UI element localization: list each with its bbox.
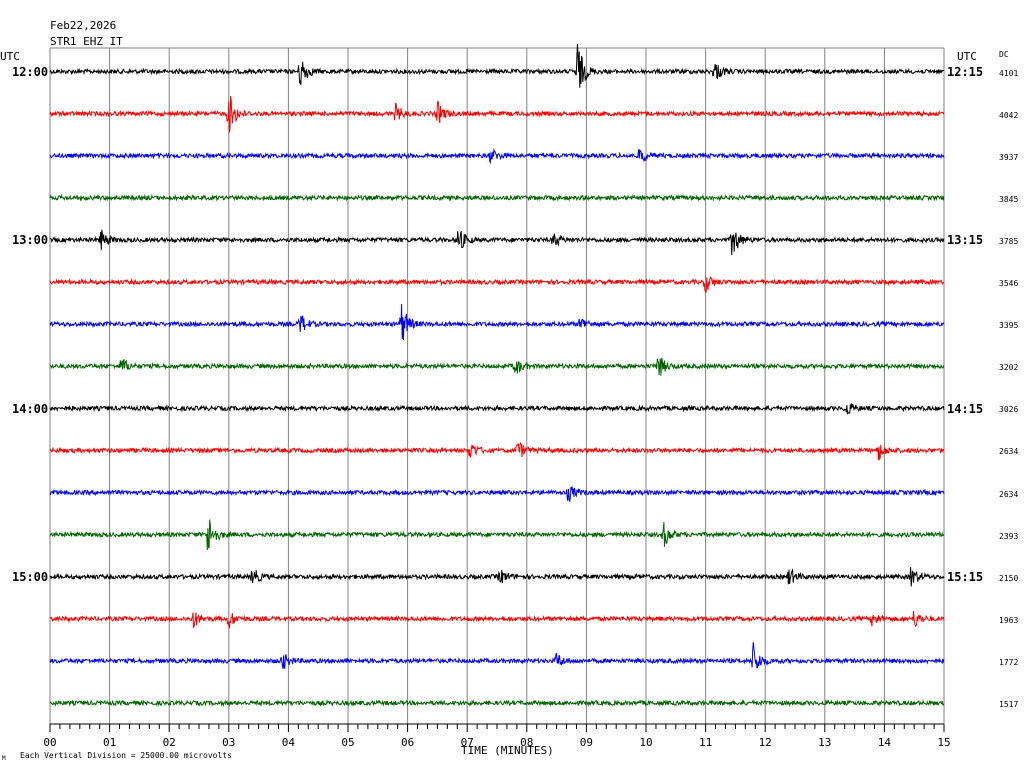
dc-value: 2634 [999, 447, 1019, 457]
x-tick-label: 10 [639, 736, 652, 749]
x-tick-label: 11 [699, 736, 712, 749]
dc-value: 3202 [999, 363, 1019, 373]
x-tick-label: 02 [163, 736, 176, 749]
seismic-traces [49, 44, 945, 708]
x-tick-label: 00 [43, 736, 56, 749]
dc-value: 2634 [999, 489, 1019, 499]
plot-grid [49, 47, 945, 724]
seismic-trace [49, 303, 945, 340]
seismic-trace [49, 403, 945, 415]
dc-value: 2393 [999, 531, 1019, 541]
corner-mark: M [2, 755, 6, 762]
dc-value: 1517 [999, 700, 1019, 709]
scale-note: Each Vertical Division = 25000.00 microv… [20, 751, 232, 760]
seismic-trace [49, 357, 945, 376]
seismic-trace [49, 193, 945, 202]
x-tick-label: 13 [818, 736, 831, 749]
left-time-label: 14:00 [12, 402, 49, 416]
seismic-trace [49, 95, 945, 133]
dc-value: 4101 [999, 68, 1019, 78]
x-tick-label: 06 [401, 736, 414, 749]
left-time-label: 15:00 [12, 570, 49, 584]
x-axis: 00 01 02 03 04 05 06 07 08 09 10 11 12 13 14 15 [43, 723, 951, 749]
seismic-trace [49, 642, 945, 670]
seismic-trace [49, 276, 945, 293]
utc-right-label: UTC [957, 50, 977, 63]
x-tick-label: 15 [937, 736, 950, 749]
seismic-trace [49, 519, 945, 551]
x-tick-label: 07 [461, 736, 474, 749]
dc-value: 3785 [999, 236, 1019, 246]
left-time-label: 12:00 [12, 65, 49, 79]
x-axis-title: TIME (MINUTES) [461, 744, 554, 757]
utc-left-label: UTC [0, 50, 20, 63]
seismic-trace [49, 699, 945, 708]
dc-value: 1772 [999, 657, 1019, 667]
right-time-label: 13:15 [947, 233, 984, 247]
right-time-label: 12:15 [947, 65, 984, 79]
dc-value: 3026 [999, 405, 1019, 415]
dc-value: 3395 [999, 321, 1019, 331]
dc-value: 4042 [999, 110, 1019, 120]
dc-value: 1963 [999, 615, 1019, 625]
seismic-trace [49, 567, 945, 587]
seismic-trace [49, 486, 945, 502]
dc-header-label: DC [999, 50, 1009, 59]
seismic-trace [49, 147, 945, 165]
date-label: Feb22,2026 [50, 19, 117, 32]
dc-value: 3845 [999, 194, 1019, 204]
x-tick-label: 12 [759, 736, 772, 749]
dc-value: 3937 [999, 152, 1019, 162]
dc-value: 2150 [999, 573, 1019, 583]
x-tick-label: 14 [878, 736, 892, 749]
right-time-label: 15:15 [947, 570, 984, 584]
x-tick-label: 01 [103, 736, 116, 749]
seismic-trace [49, 229, 945, 256]
station-label: STR1 EHZ IT [50, 35, 123, 48]
x-tick-label: 04 [282, 736, 296, 749]
left-time-label: 13:00 [12, 233, 49, 247]
right-time-label: 14:15 [947, 402, 984, 416]
seismic-trace [49, 44, 945, 88]
seismic-trace [49, 442, 945, 461]
x-tick-label: 05 [341, 736, 354, 749]
x-tick-label: 08 [520, 736, 533, 749]
seismic-trace [49, 610, 945, 629]
dc-value: 3546 [999, 279, 1019, 288]
x-tick-label: 03 [222, 736, 235, 749]
x-tick-label: 09 [580, 736, 593, 749]
